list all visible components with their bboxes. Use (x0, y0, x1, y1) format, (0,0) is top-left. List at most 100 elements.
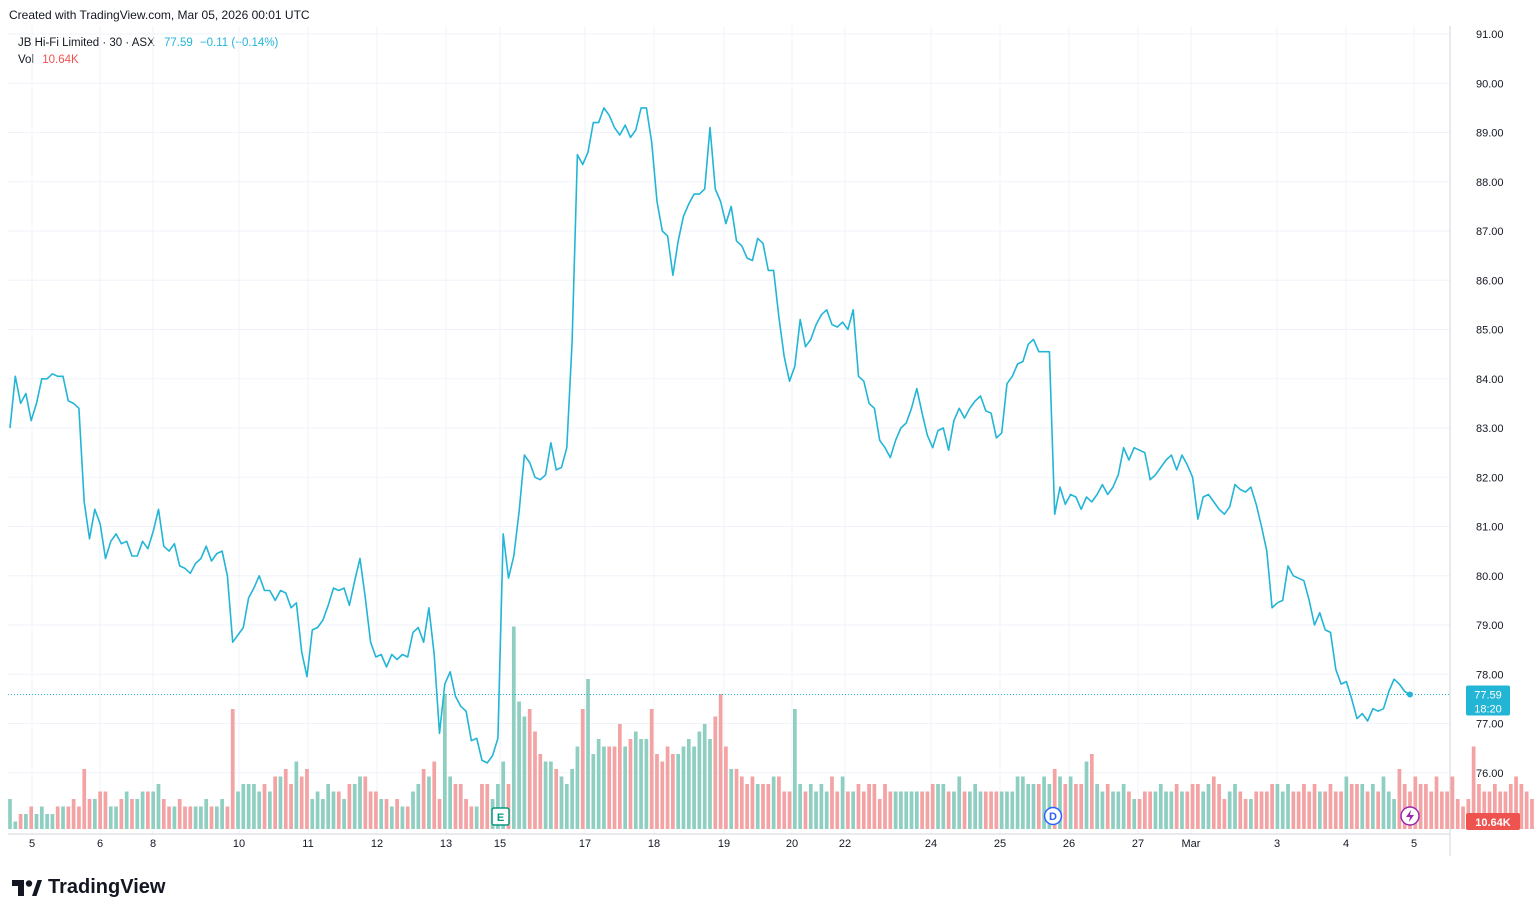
volume-bar (474, 806, 479, 829)
volume-bar (824, 791, 829, 829)
volume-bar (289, 784, 293, 829)
volume-bar (1381, 776, 1386, 829)
volume-bar (1439, 791, 1444, 829)
volume-bar (1402, 784, 1407, 829)
volume-bar (591, 754, 596, 829)
volume-bar (819, 784, 824, 829)
volume-bar (161, 799, 166, 829)
volume-bar (448, 776, 453, 829)
volume-bar (729, 769, 734, 829)
volume-bar (177, 799, 182, 829)
brand-name: TradingView (48, 876, 166, 898)
volume-bar (1259, 791, 1264, 829)
volume-bar (671, 754, 675, 829)
volume-bar (1461, 806, 1465, 829)
volume-bar (1095, 784, 1099, 829)
volume-bar (1063, 784, 1068, 829)
volume-label[interactable]: Vol (18, 54, 34, 66)
price-tick-label: 86.00 (1476, 275, 1504, 287)
volume-bar (1137, 799, 1142, 829)
volume-bar (533, 731, 537, 829)
time-tick-label: 17 (579, 838, 591, 850)
volume-bar (262, 784, 267, 829)
volume-bar (167, 806, 171, 829)
volume-bar (962, 791, 967, 829)
earnings-marker[interactable]: E (491, 807, 510, 826)
volume-bar (856, 784, 861, 829)
volume-bar (432, 761, 437, 829)
volume-bar (655, 754, 659, 829)
volume-bar (957, 776, 962, 829)
time-tick-label: 20 (786, 838, 798, 850)
volume-bar (1397, 769, 1402, 829)
volume-bar (946, 791, 951, 829)
time-tick-label: 26 (1063, 838, 1075, 850)
volume-bars (8, 626, 1534, 829)
volume-bar (119, 799, 124, 829)
volume-bar (1424, 784, 1428, 829)
volume-bar (808, 784, 813, 829)
volume-bar (1291, 791, 1296, 829)
volume-bar (347, 784, 352, 829)
volume-bar (639, 739, 643, 829)
volume-bar (628, 739, 633, 829)
price-tick-label: 91.00 (1476, 29, 1504, 41)
volume-bar (61, 806, 65, 829)
volume-bar (1031, 784, 1036, 829)
volume-bar (893, 791, 898, 829)
volume-bar (570, 769, 574, 829)
chart-grid (8, 26, 1450, 834)
time-axis[interactable]: 5 6 8 10 11 12 13 15 17 18 19 20 22 24 25 26 27 Mar 3 4 5 (29, 838, 1417, 850)
volume-bar (697, 731, 702, 829)
volume-bar (1392, 799, 1396, 829)
volume-bar (172, 806, 177, 829)
volume-bar (1153, 791, 1158, 829)
symbol-label[interactable]: JB Hi-Fi Limited · 30 · ASX (18, 37, 155, 49)
price-tick-label: 79.00 (1476, 620, 1504, 632)
volume-bar (1238, 791, 1243, 829)
volume-bar (623, 746, 628, 829)
volume-bar (336, 791, 341, 829)
volume-bar (156, 784, 161, 829)
volume-bar (1450, 776, 1455, 829)
dividend-marker[interactable]: D (1043, 806, 1063, 826)
volume-bar (108, 806, 113, 829)
volume-bar (442, 694, 447, 829)
volume-bar (480, 784, 484, 829)
volume-bar (686, 739, 691, 829)
volume-bar (1015, 776, 1020, 829)
volume-bar (617, 724, 622, 829)
lightning-icon[interactable] (1400, 806, 1420, 826)
volume-bar (1079, 784, 1084, 829)
volume-bar (803, 791, 808, 829)
volume-bar (305, 769, 309, 829)
volume-bar (1222, 799, 1227, 829)
volume-bar (395, 799, 399, 829)
volume-bar (188, 806, 193, 829)
volume-bar (782, 791, 787, 829)
volume-bar (1514, 776, 1518, 829)
volume-bar (1042, 776, 1046, 829)
volume-bar (45, 814, 49, 829)
volume-bar (389, 806, 394, 829)
volume-bar (861, 791, 866, 829)
volume-bar (914, 791, 919, 829)
volume-bar (321, 799, 325, 829)
volume-bar (1005, 791, 1009, 829)
volume-bar (1243, 799, 1248, 829)
price-axis[interactable]: 91.00 90.00 89.00 88.00 87.00 86.00 85.00 84.00… (1476, 29, 1504, 780)
volume-bar (246, 784, 251, 829)
volume-bar (1482, 791, 1487, 829)
time-tick-label: 4 (1343, 838, 1349, 850)
volume-bar (564, 784, 569, 829)
volume-bar (464, 799, 468, 829)
volume-bar (1249, 799, 1253, 829)
volume-bar (1286, 784, 1290, 829)
volume-bar (374, 791, 378, 829)
volume-bar (1355, 784, 1359, 829)
volume-bar (1344, 776, 1349, 829)
volume-bar (1434, 776, 1439, 829)
tradingview-logo[interactable]: TradingView (12, 876, 165, 899)
